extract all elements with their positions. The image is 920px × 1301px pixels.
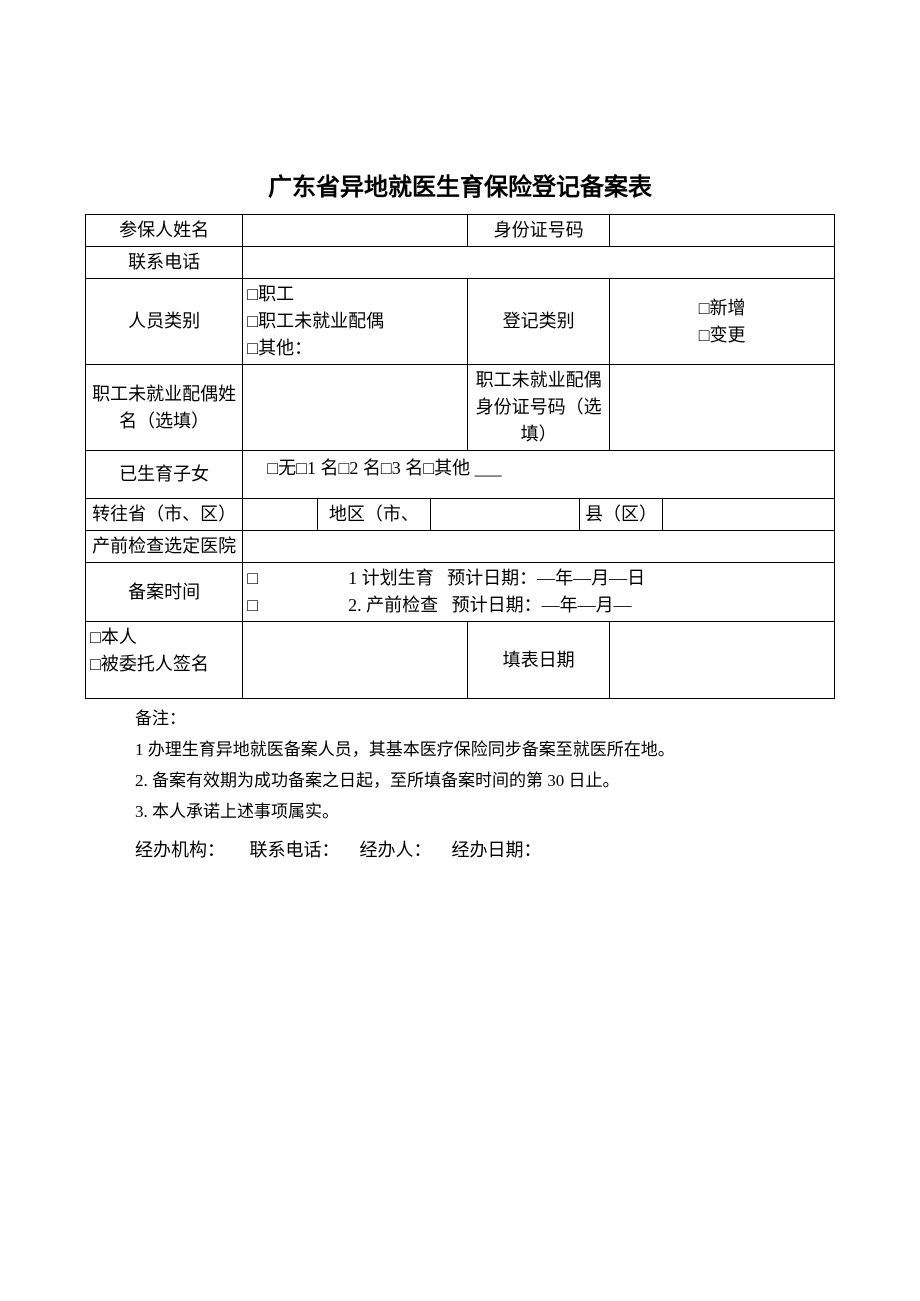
field-spouse-name[interactable] — [243, 365, 468, 451]
label-children: 已生育子女 — [86, 451, 243, 499]
checkbox-change[interactable]: □变更 — [614, 322, 830, 349]
field-province[interactable] — [243, 499, 318, 531]
label-register-type: 登记类别 — [467, 279, 609, 365]
field-insured-name[interactable] — [243, 215, 468, 247]
label-phone: 联系电话 — [86, 247, 243, 279]
field-signature[interactable] — [243, 622, 468, 699]
field-record-time[interactable]: □ 1 计划生育 预计日期：—年—月—日 □ 2. 产前检查 预计日期：—年—月… — [243, 563, 835, 622]
registration-table: 参保人姓名 身份证号码 联系电话 人员类别 □职工 □职工未就业配偶 □其他： … — [85, 214, 835, 699]
checkbox-children-options[interactable]: □无□1 名□2 名□3 名□其他 ___ — [247, 455, 830, 482]
checkbox-employee[interactable]: □职工 — [247, 281, 463, 308]
field-register-type[interactable]: □新增 □变更 — [610, 279, 835, 365]
label-spouse-name: 职工未就业配偶姓名（选填） — [86, 365, 243, 451]
field-phone[interactable] — [243, 247, 835, 279]
footer-line: 经办机构： 联系电话： 经办人： 经办日期： — [85, 837, 835, 864]
notes-header: 备注： — [135, 705, 835, 734]
label-record-time: 备案时间 — [86, 563, 243, 622]
field-hospital[interactable] — [243, 531, 835, 563]
field-spouse-id[interactable] — [610, 365, 835, 451]
label-hospital: 产前检查选定医院 — [86, 531, 243, 563]
field-county[interactable] — [662, 499, 834, 531]
checkbox-prenatal[interactable]: □ 2. 产前检查 预计日期：—年—月— — [247, 592, 830, 619]
checkbox-new[interactable]: □新增 — [614, 295, 830, 322]
checkbox-self[interactable]: □本人 — [90, 624, 238, 651]
checkbox-other[interactable]: □其他： — [247, 335, 463, 362]
label-person-type: 人员类别 — [86, 279, 243, 365]
checkbox-plan-birth[interactable]: □ 1 计划生育 预计日期：—年—月—日 — [247, 565, 830, 592]
checkbox-spouse[interactable]: □职工未就业配偶 — [247, 308, 463, 335]
label-region: 地区（市、 — [318, 499, 430, 531]
field-fill-date[interactable] — [610, 622, 835, 699]
label-county: 县（区） — [580, 499, 662, 531]
field-region[interactable] — [430, 499, 580, 531]
note-3: 3. 本人承诺上述事项属实。 — [135, 798, 835, 827]
label-insured-name: 参保人姓名 — [86, 215, 243, 247]
footer-date: 经办日期： — [452, 840, 542, 860]
checkbox-entrust[interactable]: □被委托人签名 — [90, 651, 238, 678]
field-id-number[interactable] — [610, 215, 835, 247]
notes-section: 备注： 1 办理生育异地就医备案人员，其基本医疗保险同步备案至就医所在地。 2.… — [85, 705, 835, 827]
footer-phone: 联系电话： — [250, 840, 340, 860]
footer-agency: 经办机构： — [135, 840, 225, 860]
note-1: 1 办理生育异地就医备案人员，其基本医疗保险同步备案至就医所在地。 — [135, 736, 835, 765]
label-id-number: 身份证号码 — [467, 215, 609, 247]
footer-handler: 经办人： — [360, 840, 432, 860]
label-spouse-id: 职工未就业配偶身份证号码（选填） — [467, 365, 609, 451]
form-title: 广东省异地就医生育保险登记备案表 — [85, 170, 835, 206]
field-children[interactable]: □无□1 名□2 名□3 名□其他 ___ — [243, 451, 835, 499]
label-signature[interactable]: □本人 □被委托人签名 — [86, 622, 243, 699]
note-2: 2. 备案有效期为成功备案之日起，至所填备案时间的第 30 日止。 — [135, 767, 835, 796]
label-province: 转往省（市、区） — [86, 499, 243, 531]
label-fill-date: 填表日期 — [467, 622, 609, 699]
field-person-type[interactable]: □职工 □职工未就业配偶 □其他： — [243, 279, 468, 365]
